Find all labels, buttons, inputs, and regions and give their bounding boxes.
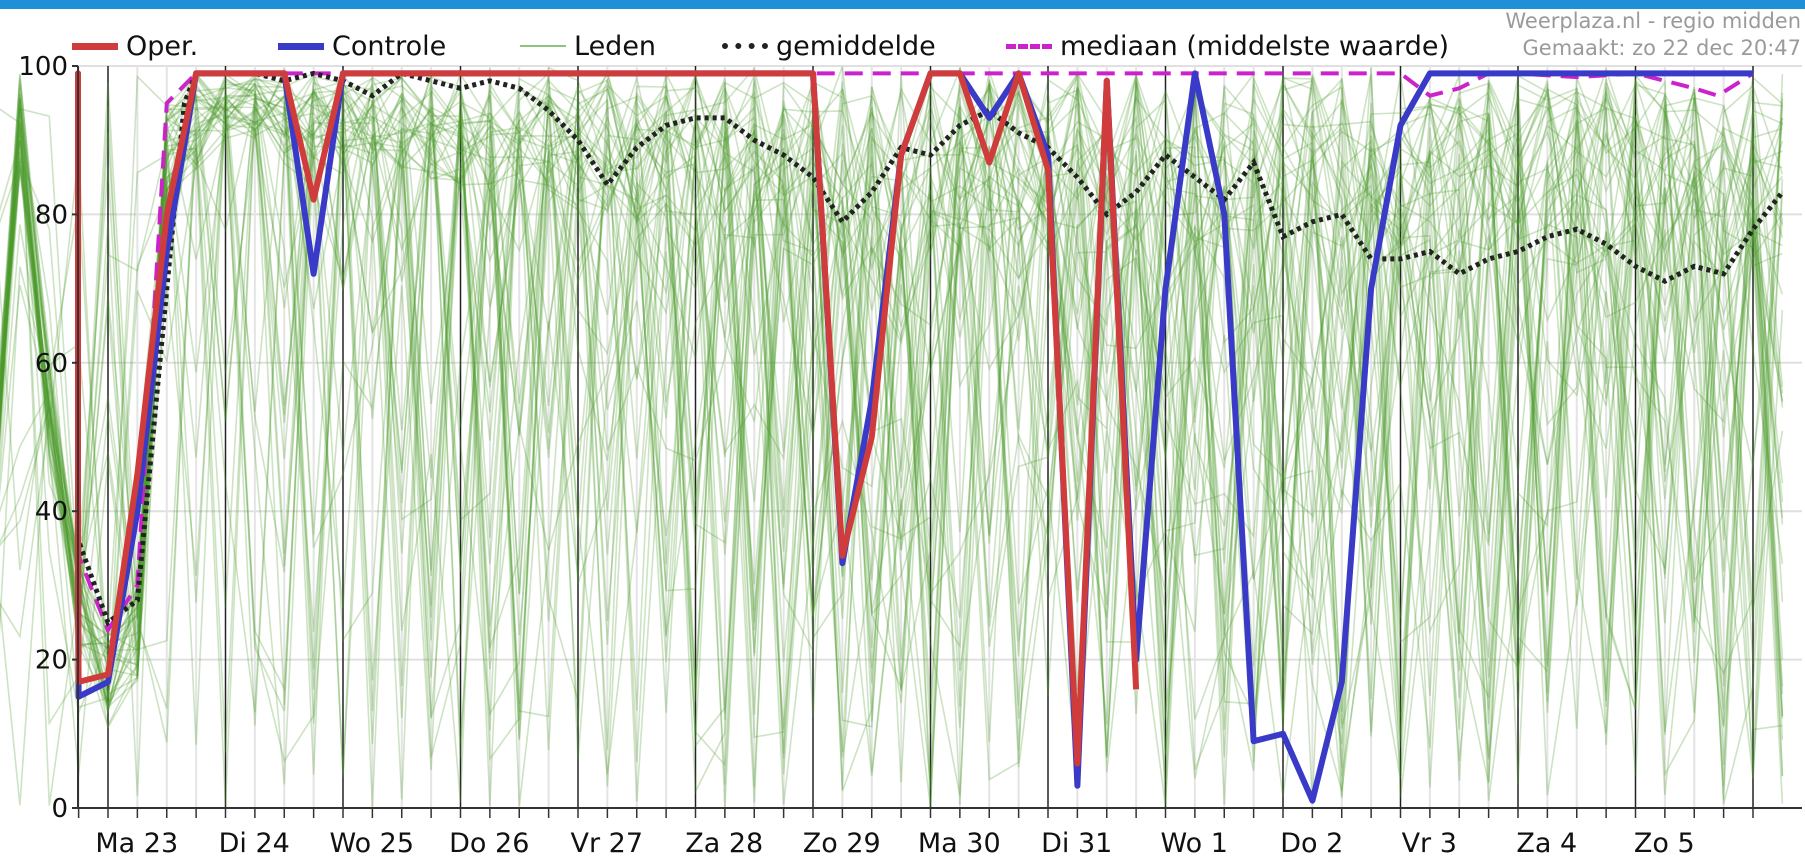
ensemble-member-line [0,71,1783,797]
x-tick-label: Vr 3 [1402,828,1457,859]
x-tick-label: Ma 30 [918,828,1001,859]
ensemble-member-line [0,72,1784,796]
x-tick-label: Zo 5 [1634,828,1695,859]
legend-swatch-mediaan [1006,43,1052,49]
legend-swatch-leden [520,45,566,47]
legend-item-leden: Leden [520,30,656,62]
legend-swatch-controle [278,42,324,50]
legend-item-oper: Oper. [72,30,198,62]
x-tick-label: Ma 23 [95,828,178,859]
ensemble-member-line [0,80,1784,743]
ensemble-member-line [0,84,1784,805]
ensemble-member-line [0,74,1784,806]
grid [77,65,1802,809]
legend-label-leden: Leden [574,30,657,62]
legend-label-oper: Oper. [126,30,199,62]
y-tick-label: 60 [35,349,68,379]
x-tick-label: Do 26 [449,828,529,859]
ensemble-member-line [0,74,1784,743]
legend-label-controle: Controle [332,30,447,62]
legend-label-mediaan: mediaan (middelste waarde) [1060,30,1449,62]
ensemble-member-line [0,70,1783,787]
legend-swatch-oper [72,42,118,50]
y-tick-label: 100 [18,52,68,82]
ensemble-member-line [0,71,1783,790]
x-tick-label: Wo 25 [329,828,414,859]
ensemble-member-line [0,67,1784,798]
ensemble-member-line [0,75,1784,803]
y-tick-label: 0 [51,794,68,824]
y-tick-label: 40 [35,497,68,527]
top-accent-bar [0,0,1805,9]
ensemble-member-line [0,81,1784,710]
ensemble-member-line [0,75,1784,789]
ensemble-member-line [0,70,1784,805]
ensemble-member-line [0,77,1784,807]
legend-item-gemiddelde: gemiddelde [722,30,936,62]
x-tick-label: Wo 1 [1161,828,1228,859]
source-credit: Weerplaza.nl - regio midden [1505,9,1801,33]
x-tick-label: Zo 29 [803,828,881,859]
x-tick-label: Za 4 [1516,828,1577,859]
ensemble-member-line [0,72,1783,714]
main-series [75,70,1785,804]
ensemble-member-line [0,70,1783,731]
ensemble-member-line [0,71,1784,784]
ensemble-member-line [0,73,1784,721]
legend-label-gemiddelde: gemiddelde [776,30,936,62]
ensemble-member-line [0,75,1784,801]
ensemble-member-line [0,72,1783,778]
ensemble-member-line [0,74,1784,804]
y-tick-label: 20 [35,646,68,676]
ensemble-member-line [0,68,1784,806]
x-tick-label: Vr 27 [570,828,643,859]
x-tick-label: Di 31 [1041,828,1112,859]
legend-item-mediaan: mediaan (middelste waarde) [1006,30,1449,62]
ensemble-member-line [0,68,1784,806]
x-tick-label: Za 28 [685,828,763,859]
ensemble-member-line [0,83,1784,796]
x-tick-label: Do 2 [1280,828,1343,859]
legend-swatch-gemiddelde [722,43,768,49]
generated-timestamp: Gemaakt: zo 22 dec 20:47 [1522,36,1801,60]
ensemble-member-line [0,86,1784,720]
ensemble-member-line [0,66,1784,796]
x-tick-label: Di 24 [219,828,290,859]
y-tick-label: 80 [35,200,68,230]
ensemble-member-line [0,67,1784,806]
ensemble-member-line [0,79,1784,782]
series-leden [0,66,1784,808]
legend-item-controle: Controle [278,30,446,62]
series-line-oper [75,70,1140,767]
ensemble-member-line [0,79,1784,807]
axes: 0 20 40 60 80 100 Ma 23 Di 24 Wo 25 Do 26 Vr 27 Za … [18,52,1802,859]
